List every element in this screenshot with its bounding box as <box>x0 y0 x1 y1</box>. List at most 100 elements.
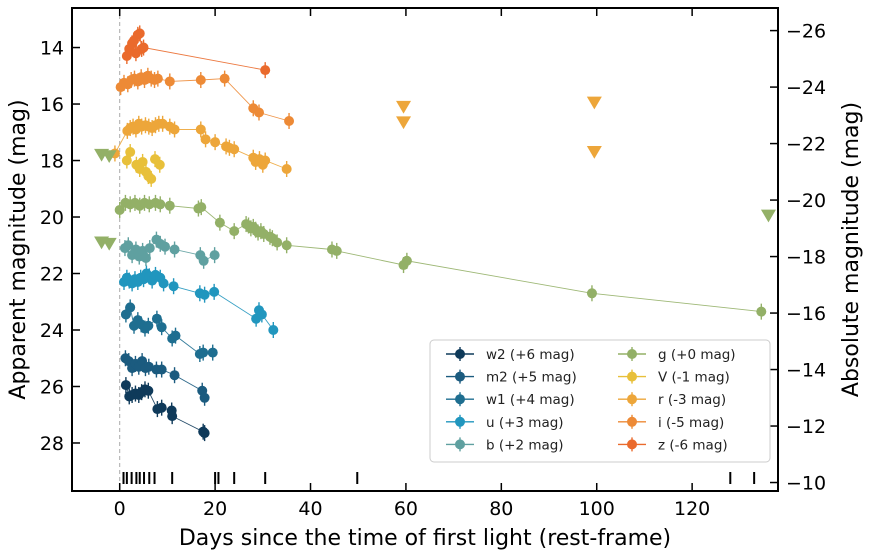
data-point <box>140 252 151 263</box>
legend-label: V (-1 mag) <box>658 370 730 386</box>
data-point <box>207 347 218 358</box>
data-point <box>151 313 162 324</box>
legend-label: g (+0 mag) <box>658 347 736 363</box>
data-point <box>155 199 166 210</box>
y-tick-label-left: 24 <box>40 320 64 342</box>
upper-limit-marker <box>586 96 602 110</box>
y-tick-label-right: −10 <box>786 473 826 495</box>
upper-limit-marker <box>396 116 412 130</box>
x-tick-label: 60 <box>394 498 418 520</box>
legend-marker <box>455 371 465 382</box>
data-point <box>229 144 240 155</box>
legend-item: g (+0 mag) <box>618 347 736 363</box>
y-tick-label-right: −14 <box>786 360 826 382</box>
data-point <box>154 159 165 170</box>
legend-marker <box>455 439 465 450</box>
legend-label: w1 (+4 mag) <box>486 392 575 408</box>
x-tick-label: 120 <box>674 498 710 520</box>
legend-marker <box>627 349 637 359</box>
series-1 <box>120 350 210 406</box>
data-point <box>164 200 175 211</box>
data-point <box>164 76 175 87</box>
x-tick-label: 80 <box>489 498 513 520</box>
legend-item: b (+2 mag) <box>446 437 564 453</box>
data-point <box>256 309 267 320</box>
series-4 <box>119 231 220 269</box>
data-point <box>284 115 295 126</box>
data-point <box>158 278 169 289</box>
legend-label: w2 (+6 mag) <box>486 347 575 363</box>
upper-limit-marker <box>396 100 412 114</box>
data-point <box>169 124 180 135</box>
legend-item: V (-1 mag) <box>618 369 730 386</box>
upper-limits-g <box>94 148 776 223</box>
data-point <box>253 107 264 118</box>
data-point <box>210 137 221 148</box>
data-point <box>123 240 134 251</box>
data-point <box>281 240 292 251</box>
data-point <box>214 217 225 228</box>
data-point <box>143 361 154 372</box>
legend-marker <box>455 394 465 405</box>
data-point <box>586 288 597 299</box>
y-tick-label-right: −20 <box>786 190 826 212</box>
series-line <box>126 32 266 71</box>
data-point <box>156 322 167 333</box>
data-point <box>143 320 154 331</box>
upper-limits-r <box>396 96 602 159</box>
y-axis-title-left: Apparent magnitude (mag) <box>6 99 31 399</box>
data-point <box>260 65 271 76</box>
data-point <box>756 306 767 317</box>
data-point <box>143 385 154 396</box>
plot-frame <box>71 7 779 492</box>
data-point <box>272 237 283 248</box>
data-point <box>134 28 145 39</box>
series-9 <box>121 25 271 79</box>
y-tick-label-right: −22 <box>786 134 826 156</box>
legend-marker <box>627 394 637 405</box>
data-point <box>331 245 342 256</box>
legend-marker <box>627 439 637 450</box>
y-tick-label-right: −12 <box>786 416 826 438</box>
series-5 <box>114 194 767 320</box>
legend-label: b (+2 mag) <box>486 437 564 453</box>
y-tick-label-left: 18 <box>40 151 64 173</box>
y-tick-label-right: −24 <box>786 77 826 99</box>
legend-item: m2 (+5 mag) <box>446 369 577 386</box>
series-3 <box>118 265 279 338</box>
data-point <box>195 124 206 135</box>
data-point <box>198 255 209 266</box>
data-point <box>281 164 292 174</box>
y-tick-label-right: −16 <box>786 303 826 325</box>
series-8 <box>115 67 295 129</box>
legend-marker <box>627 371 637 382</box>
legend-item: u (+3 mag) <box>446 414 564 431</box>
data-point <box>114 204 125 215</box>
data-point <box>219 73 230 84</box>
upper-limit-marker <box>101 150 117 164</box>
x-tick-label: 40 <box>298 498 322 520</box>
data-point <box>198 347 209 358</box>
data-point <box>229 226 240 237</box>
y-tick-label-left: 22 <box>40 264 64 286</box>
data-point <box>160 241 171 252</box>
data-point <box>167 411 178 422</box>
data-point <box>268 325 279 335</box>
legend-label: i (-5 mag) <box>658 415 724 431</box>
y-tick-label-left: 16 <box>40 94 64 116</box>
legend-marker <box>455 416 465 427</box>
y-tick-label-left: 14 <box>40 38 64 60</box>
series-7 <box>109 115 292 177</box>
data-point <box>156 364 167 375</box>
y-tick-label-right: −18 <box>786 247 826 269</box>
data-point <box>199 392 210 403</box>
data-point <box>156 402 167 413</box>
legend-box <box>429 339 771 463</box>
legend-marker <box>455 349 465 359</box>
legend-label: r (-3 mag) <box>658 392 726 408</box>
legend-label: z (-6 mag) <box>658 437 728 453</box>
y-tick-label-left: 26 <box>40 376 64 398</box>
data-point <box>209 286 220 297</box>
